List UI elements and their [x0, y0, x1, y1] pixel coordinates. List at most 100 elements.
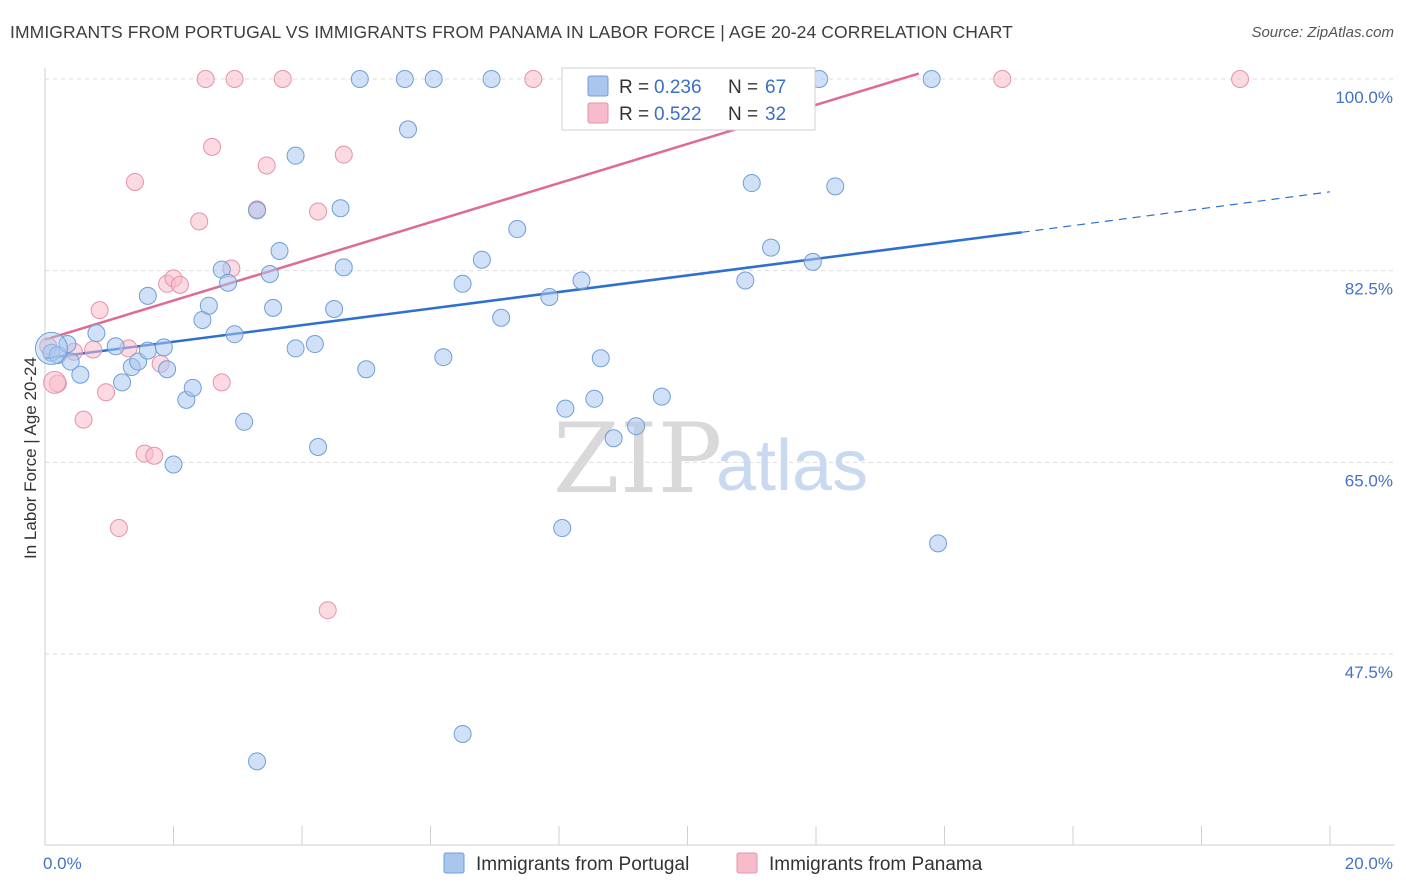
point-portugal — [260, 264, 279, 283]
point-portugal — [929, 534, 948, 553]
y-tick-label: 47.5% — [1345, 663, 1393, 682]
x-tick-label: 0.0% — [43, 854, 82, 873]
point-portugal — [106, 337, 125, 356]
legend-n-label-portugal: N = — [728, 77, 758, 98]
point-portugal — [58, 335, 77, 354]
point-panama — [43, 370, 67, 394]
point-portugal — [71, 365, 90, 384]
point-portugal — [492, 308, 511, 327]
point-portugal — [395, 70, 414, 88]
point-portugal — [138, 286, 157, 305]
point-portugal — [154, 338, 173, 357]
point-portugal — [164, 455, 183, 474]
legend-r-label-portugal: R = — [619, 77, 649, 98]
bottom-legend-swatch-portugal — [443, 852, 465, 874]
legend-r-value-panama: 0.522 — [654, 104, 702, 125]
point-portugal — [305, 335, 324, 354]
legend-n-value-panama: 32 — [765, 104, 786, 125]
point-portugal — [331, 199, 350, 218]
point-portugal — [736, 271, 755, 290]
point-panama — [309, 202, 328, 221]
data-points — [34, 70, 1250, 771]
watermark-atlas: atlas — [716, 426, 868, 506]
point-panama — [196, 70, 215, 88]
point-portugal — [604, 429, 623, 448]
legend-r-label-panama: R = — [619, 104, 649, 125]
x-tick-label: 20.0% — [1345, 854, 1393, 873]
point-panama — [97, 383, 116, 402]
point-portugal — [434, 348, 453, 367]
point-portugal — [742, 174, 761, 193]
point-portugal — [61, 352, 80, 371]
point-portugal — [235, 412, 254, 431]
point-panama — [318, 601, 337, 620]
point-portugal — [138, 341, 157, 360]
legend-swatch-portugal — [587, 75, 609, 97]
point-portugal — [34, 331, 68, 365]
tick-labels: 47.5% 65.0% 82.5% 100.0% 0.0% 20.0% — [43, 88, 1393, 873]
point-portugal — [270, 241, 289, 260]
bottom-legend: Immigrants from Portugal Immigrants from… — [443, 852, 983, 875]
point-panama — [125, 172, 144, 191]
point-portugal — [453, 724, 472, 743]
watermark: ZIP atlas — [553, 403, 868, 515]
point-portugal — [585, 389, 604, 408]
point-panama — [74, 410, 93, 429]
point-portugal — [248, 201, 267, 220]
trend-line-portugal-extension — [1021, 191, 1331, 233]
point-portugal — [652, 387, 671, 406]
y-tick-label: 100.0% — [1335, 88, 1393, 107]
point-portugal — [482, 70, 501, 88]
point-panama — [84, 340, 103, 359]
source-credit: Source: ZipAtlas.com — [1251, 24, 1394, 41]
point-portugal — [334, 258, 353, 277]
point-portugal — [826, 177, 845, 196]
legend-swatch-panama — [587, 102, 609, 124]
point-portugal — [325, 300, 344, 318]
point-panama — [170, 275, 189, 294]
bottom-legend-swatch-panama — [736, 852, 758, 874]
y-tick-label: 82.5% — [1345, 280, 1393, 299]
point-panama — [334, 145, 353, 164]
point-panama — [109, 519, 128, 538]
point-portugal — [472, 250, 491, 269]
bottom-legend-label-portugal: Immigrants from Portugal — [476, 854, 689, 875]
point-portugal — [540, 287, 559, 306]
point-panama — [993, 70, 1012, 88]
point-portugal — [424, 70, 443, 88]
point-panama — [203, 137, 222, 156]
trend-line-portugal — [44, 231, 1022, 360]
legend: R = 0.236 N = 67 R = 0.522 N = 32 — [561, 67, 816, 131]
point-portugal — [508, 220, 527, 239]
point-panama — [273, 70, 292, 88]
point-portugal — [556, 399, 575, 418]
legend-n-value-portugal: 67 — [765, 77, 786, 98]
point-portugal — [803, 252, 822, 271]
point-portugal — [183, 378, 202, 397]
point-panama — [225, 70, 244, 88]
point-portugal — [922, 70, 941, 88]
point-portugal — [399, 120, 418, 139]
point-portugal — [627, 417, 646, 436]
point-portugal — [286, 146, 305, 165]
point-portugal — [357, 360, 376, 379]
point-panama — [257, 156, 276, 175]
point-portugal — [199, 296, 218, 315]
point-panama — [145, 446, 164, 465]
point-portugal — [762, 238, 781, 257]
point-portugal — [453, 274, 472, 293]
point-portugal — [286, 339, 305, 358]
y-tick-label: 65.0% — [1345, 471, 1393, 490]
point-portugal — [225, 325, 244, 344]
point-portugal — [553, 519, 572, 538]
point-portugal — [87, 324, 106, 343]
gridlines — [45, 78, 1395, 655]
point-panama — [190, 212, 209, 231]
point-panama — [90, 301, 109, 320]
point-portugal — [158, 360, 177, 379]
y-axis-label: In Labor Force | Age 20-24 — [21, 357, 40, 559]
legend-n-label-panama: N = — [728, 104, 758, 125]
point-portugal — [219, 273, 238, 292]
point-panama — [1231, 70, 1250, 88]
